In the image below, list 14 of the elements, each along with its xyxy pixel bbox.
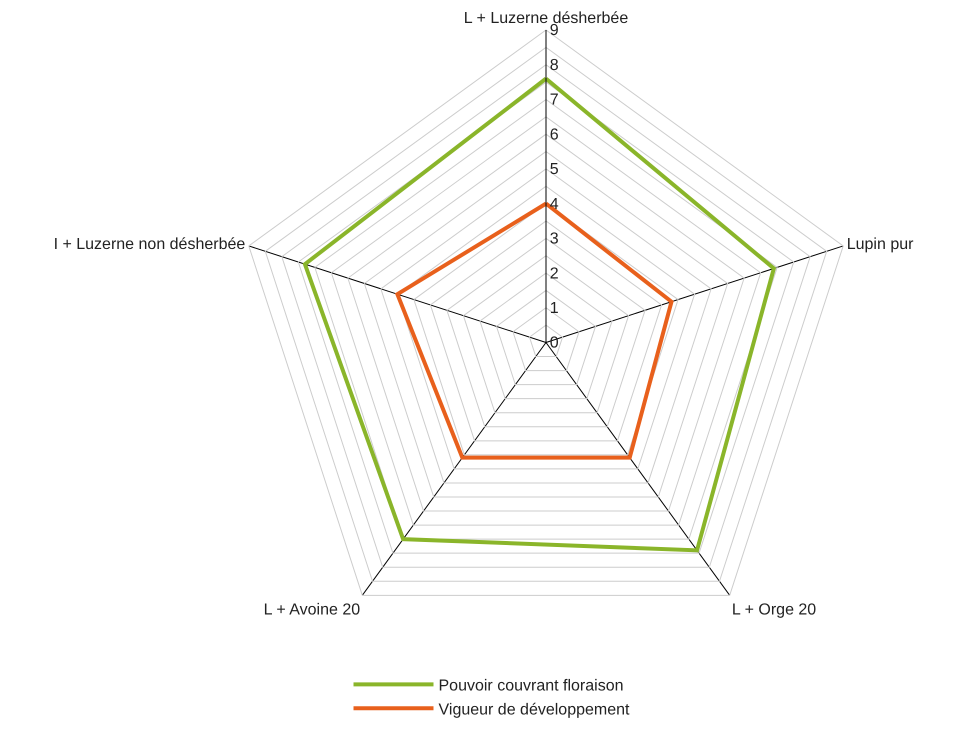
y-tick-label: 8 <box>550 56 559 74</box>
spoke-label: L + Orge 20 <box>732 602 816 619</box>
spoke-label: I + Luzerne non désherbée <box>54 236 246 254</box>
y-tick-label: 2 <box>550 265 559 282</box>
spoke-label: L + Avoine 20 <box>264 602 360 619</box>
y-tick-label: 5 <box>550 161 559 178</box>
y-tick-label: 7 <box>550 92 559 109</box>
spoke-label: Lupin pur <box>846 236 914 254</box>
y-tick-label: 1 <box>550 300 559 317</box>
y-tick-label: 3 <box>550 230 559 248</box>
y-tick-label: 0 <box>550 334 559 352</box>
legend-label: Vigueur de développement <box>438 701 630 718</box>
legend-label: Pouvoir couvrant floraison <box>438 678 624 695</box>
y-tick-label: 6 <box>550 126 559 144</box>
